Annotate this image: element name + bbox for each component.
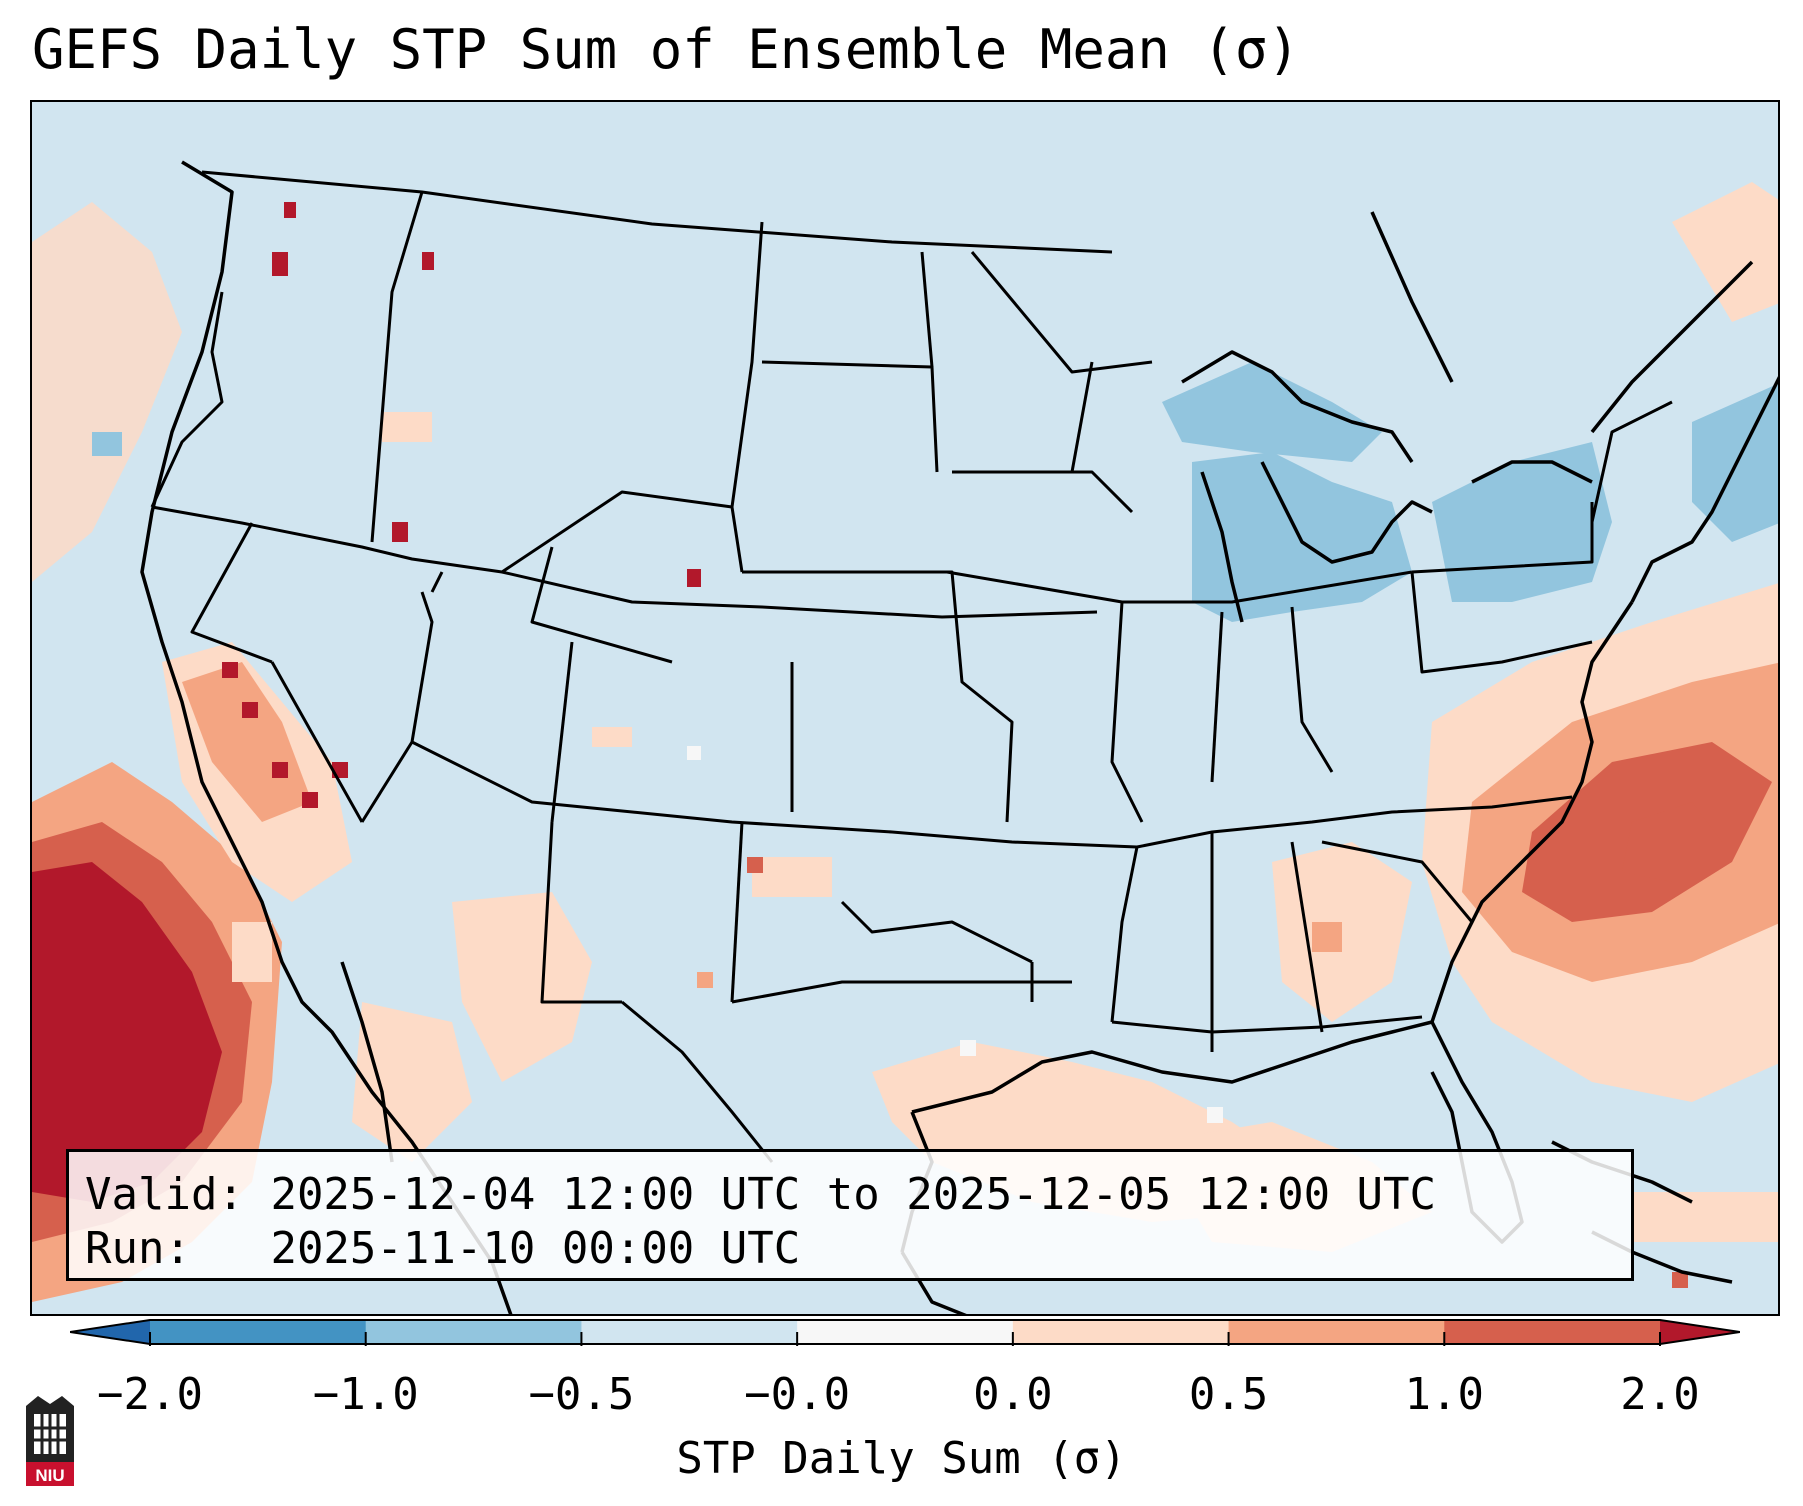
colorbar-segment xyxy=(365,1320,582,1344)
colorbar-tick-label: −0.5 xyxy=(528,1369,635,1420)
colorbar-segments xyxy=(70,1320,1740,1344)
run-label: Run: xyxy=(85,1223,191,1274)
valid-time: 2025-12-04 12:00 UTC to 2025-12-05 12:00… xyxy=(270,1169,1437,1220)
map-title: GEFS Daily STP Sum of Ensemble Mean (σ) xyxy=(32,18,1300,81)
colorbar-tick-label: −0.0 xyxy=(744,1369,851,1420)
colorbar-tick-label: −2.0 xyxy=(97,1369,203,1420)
great-lakes-anomaly-field xyxy=(1162,182,1778,622)
run-time: 2025-11-10 00:00 UTC xyxy=(270,1223,801,1274)
colorbar-segment xyxy=(1444,1320,1661,1344)
niu-shield-icon: NIU xyxy=(26,1396,74,1486)
colorbar-segment xyxy=(797,1320,1014,1344)
stp-anomaly-map xyxy=(32,102,1778,1314)
colorbar-tick-label: 0.0 xyxy=(973,1369,1053,1420)
map-panel xyxy=(30,100,1780,1316)
valid-run-info-box: Valid: 2025-12-04 12:00 UTC to 2025-12-0… xyxy=(66,1149,1634,1281)
colorbar-tick-label: 1.0 xyxy=(1404,1369,1485,1420)
colorbar-segment xyxy=(581,1320,798,1344)
southwest-anomaly-field xyxy=(352,727,832,1162)
niu-logo-text: NIU xyxy=(35,1466,64,1485)
colorbar-tick-label: 2.0 xyxy=(1620,1369,1700,1420)
colorbar xyxy=(70,1319,1740,1346)
valid-label: Valid: xyxy=(85,1169,244,1220)
atlantic-anomaly-field xyxy=(1422,583,1778,1288)
colorbar-label: STP Daily Sum (σ) xyxy=(676,1433,1127,1484)
colorbar-tick-label: −1.0 xyxy=(312,1369,419,1420)
colorbar-extend-low xyxy=(70,1320,150,1344)
colorbar-segment xyxy=(1228,1320,1445,1344)
colorbar-extend-high xyxy=(1660,1320,1740,1344)
colorbar-segment xyxy=(150,1320,367,1344)
colorbar-tick-label: 0.5 xyxy=(1188,1369,1269,1420)
colorbar-segment xyxy=(1012,1320,1230,1344)
state-boundaries xyxy=(150,170,1673,1163)
